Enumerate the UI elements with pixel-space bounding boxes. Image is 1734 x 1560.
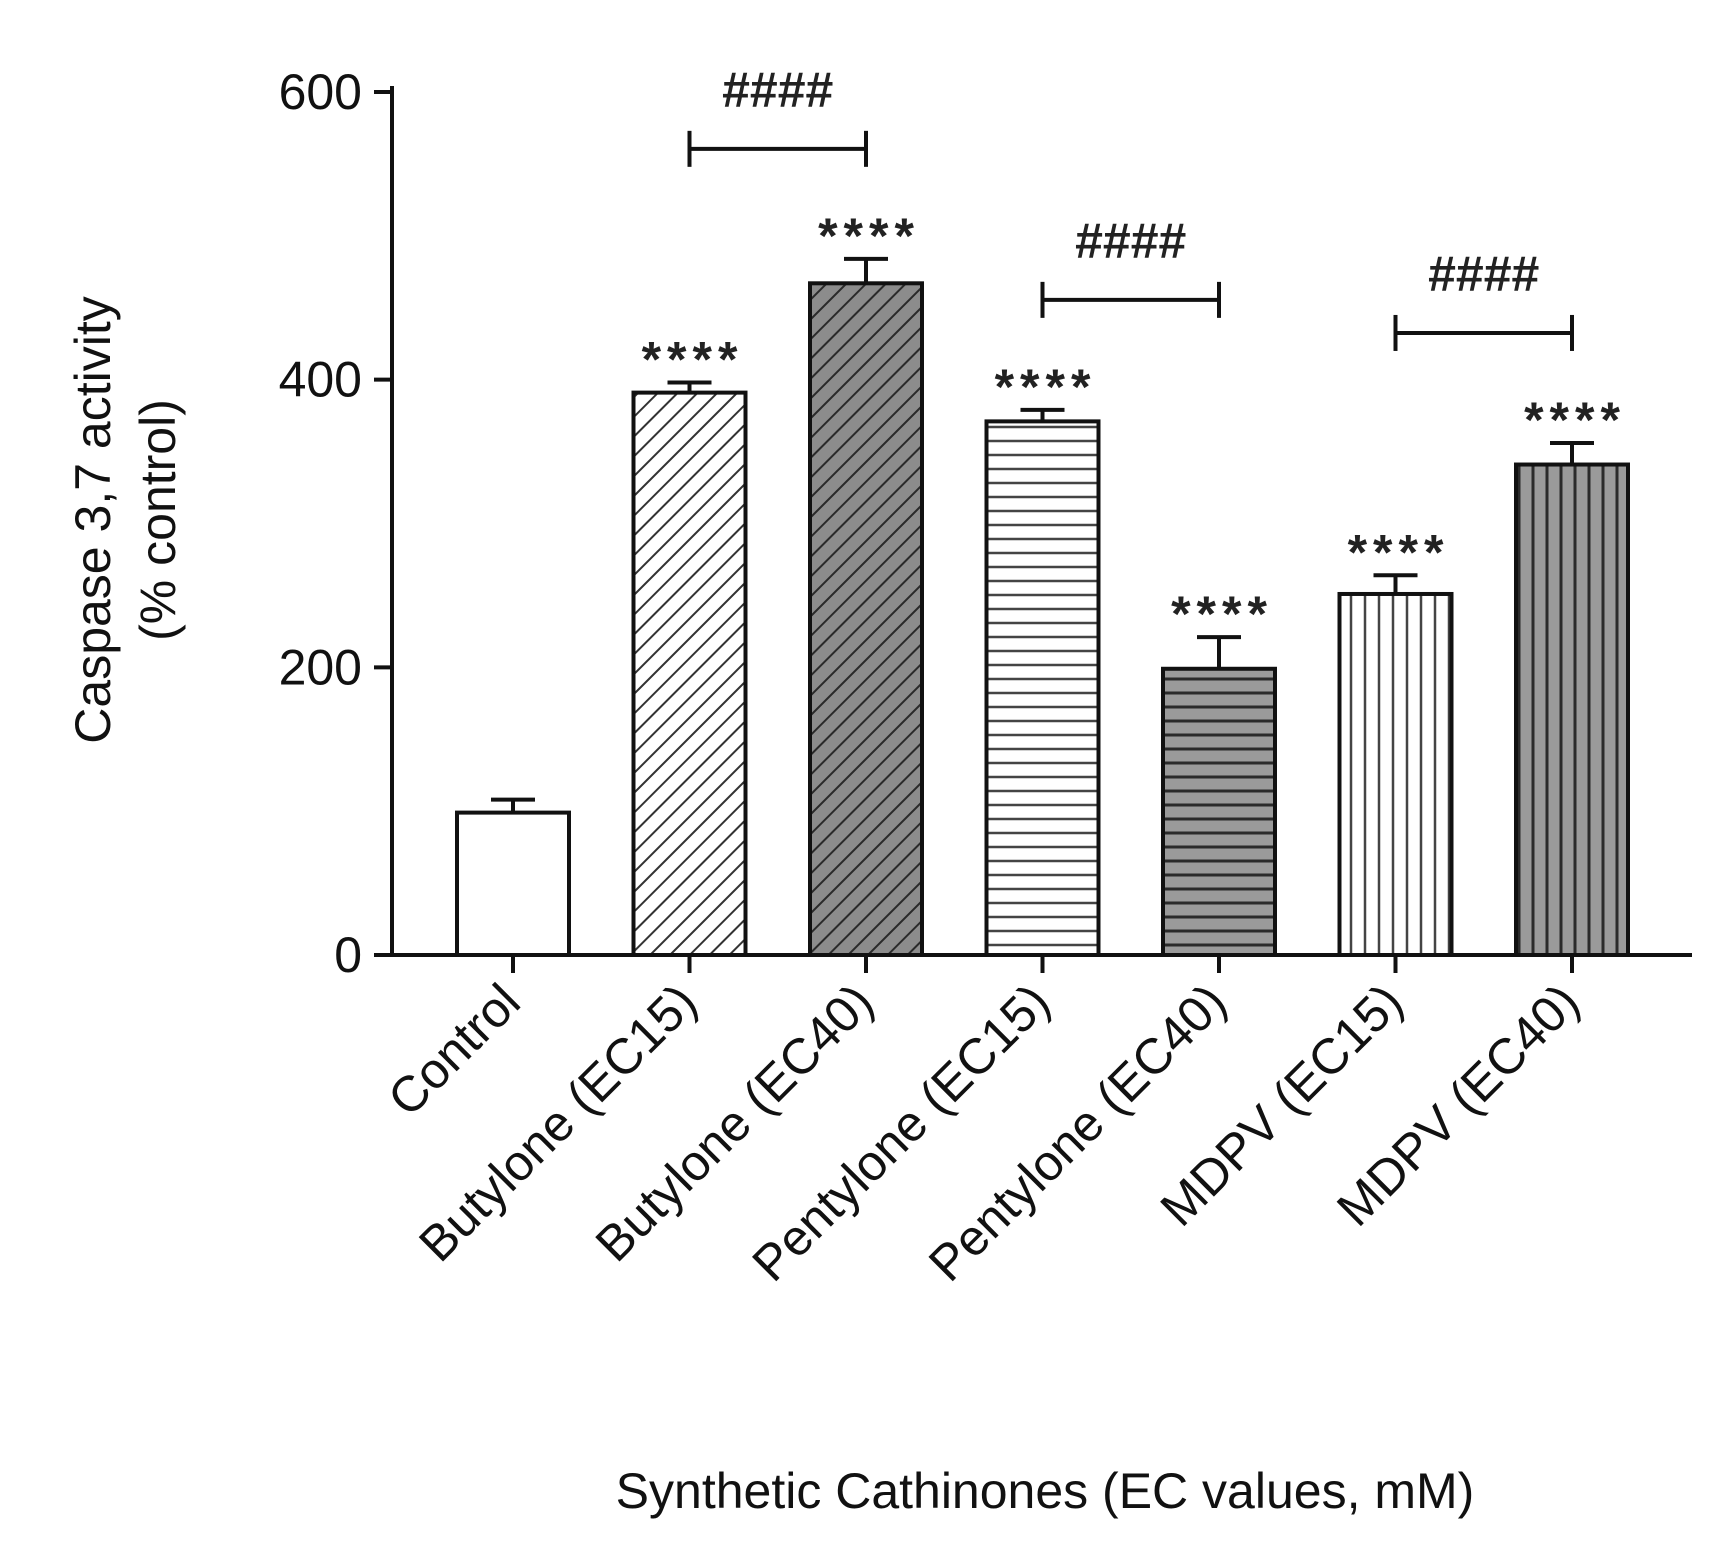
y-axis-ticks: 0 200 400 600	[279, 64, 392, 983]
x-axis-title: Synthetic Cathinones (EC values, mM)	[616, 1463, 1475, 1519]
comparison-label-1: ####	[1075, 213, 1186, 269]
significance-stars-5: ****	[1348, 524, 1450, 580]
significance-annotations: **** **** **** **** **** ****	[642, 208, 1626, 642]
y-tick-label: 600	[279, 64, 362, 120]
comparison-label-0: ####	[722, 62, 833, 118]
comparison-brackets: #### #### ####	[687, 62, 1574, 351]
bar-4	[1161, 666, 1277, 957]
y-axis-title-line1: Caspase 3,7 activity	[65, 296, 121, 743]
category-label-4: Pentylone (EC40)	[918, 973, 1237, 1292]
bar-0	[455, 810, 571, 957]
significance-stars-3: ****	[995, 359, 1097, 415]
bar-2	[808, 281, 924, 957]
y-tick-label: 400	[279, 352, 362, 408]
y-axis-title-line2: (% control)	[130, 399, 186, 641]
bar-6	[1514, 462, 1630, 957]
significance-stars-4: ****	[1171, 586, 1273, 642]
category-label-0: Control	[377, 973, 531, 1127]
bar-3	[984, 419, 1101, 957]
significance-stars-2: ****	[818, 208, 920, 264]
y-tick-label: 0	[334, 927, 362, 983]
error-bars-group	[491, 256, 1594, 813]
y-tick-label: 200	[279, 639, 362, 695]
category-label-3: Pentylone (EC15)	[742, 973, 1061, 1292]
comparison-label-2: ####	[1428, 246, 1539, 302]
bar-1	[631, 390, 748, 957]
significance-stars-1: ****	[642, 332, 744, 388]
significance-stars-6: ****	[1524, 392, 1626, 448]
bar-5	[1337, 591, 1454, 957]
